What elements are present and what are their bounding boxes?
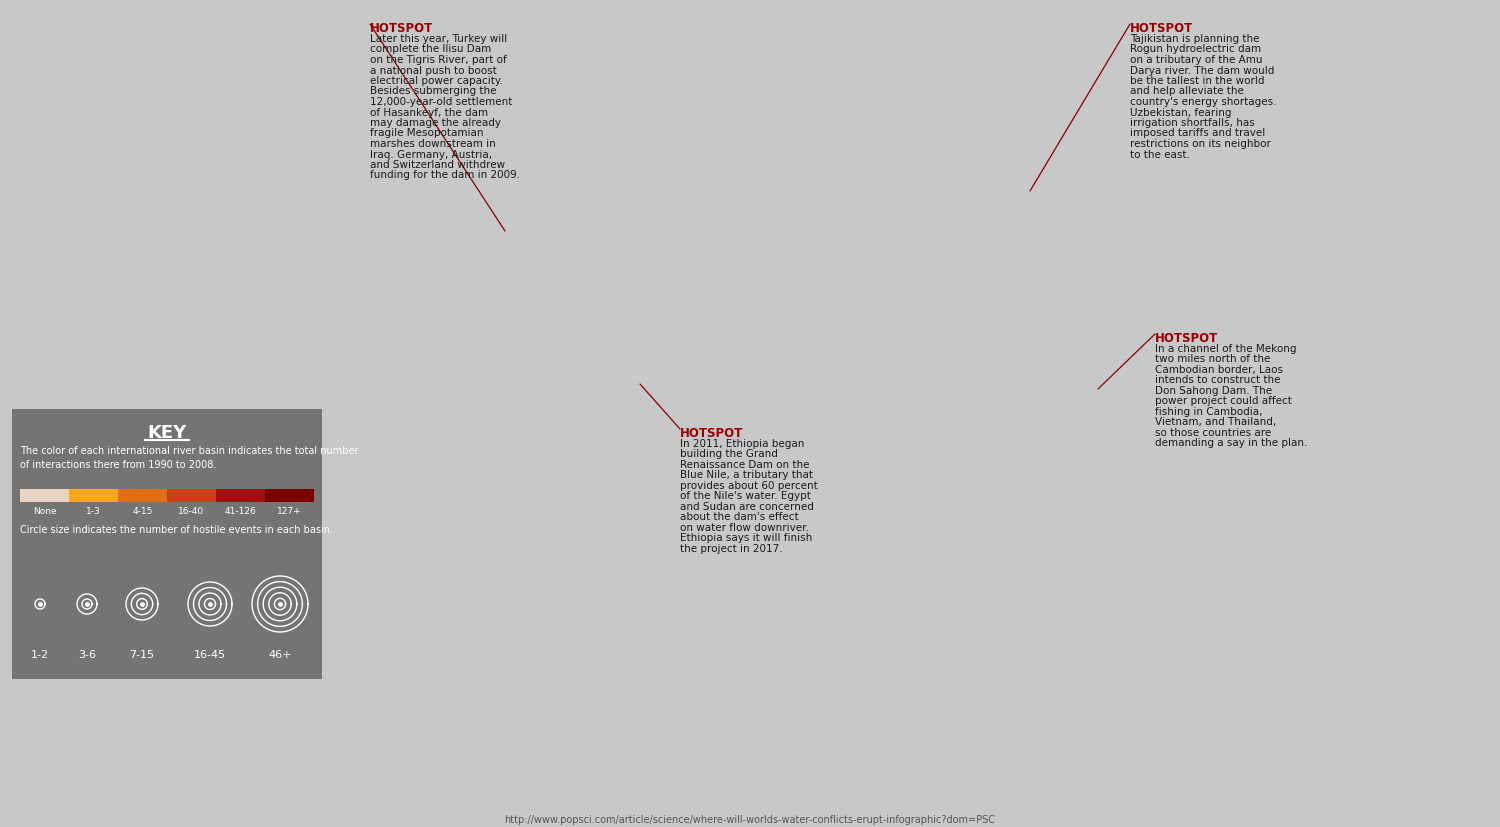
Text: of Hasankeyf, the dam: of Hasankeyf, the dam (370, 108, 488, 117)
Text: In a channel of the Mekong: In a channel of the Mekong (1155, 343, 1296, 354)
Text: complete the Ilisu Dam: complete the Ilisu Dam (370, 45, 492, 55)
Text: HOTSPOT: HOTSPOT (370, 22, 434, 35)
Text: intends to construct the: intends to construct the (1155, 375, 1281, 385)
Text: Cambodian border, Laos: Cambodian border, Laos (1155, 365, 1282, 375)
Text: 46+: 46+ (268, 649, 291, 659)
Text: on water flow downriver.: on water flow downriver. (680, 523, 808, 533)
Text: 1-2: 1-2 (32, 649, 50, 659)
Text: In 2011, Ethiopia began: In 2011, Ethiopia began (680, 438, 804, 448)
Bar (118, 490, 166, 502)
Text: funding for the dam in 2009.: funding for the dam in 2009. (370, 170, 520, 180)
Text: Rogun hydroelectric dam: Rogun hydroelectric dam (1130, 45, 1262, 55)
Text: the project in 2017.: the project in 2017. (680, 543, 783, 553)
Text: and Switzerland withdrew: and Switzerland withdrew (370, 160, 506, 170)
Text: power project could affect: power project could affect (1155, 396, 1292, 406)
Text: 7-15: 7-15 (129, 649, 154, 659)
Text: demanding a say in the plan.: demanding a say in the plan. (1155, 438, 1308, 448)
Bar (69, 490, 118, 502)
Text: http://www.popsci.com/article/science/where-will-worlds-water-conflicts-erupt-in: http://www.popsci.com/article/science/wh… (504, 814, 996, 824)
Text: Tajikistan is planning the: Tajikistan is planning the (1130, 34, 1260, 44)
Text: 16-40: 16-40 (178, 506, 204, 515)
Text: Besides submerging the: Besides submerging the (370, 86, 496, 97)
Text: Ethiopia says it will finish: Ethiopia says it will finish (680, 533, 813, 543)
Text: Blue Nile, a tributary that: Blue Nile, a tributary that (680, 470, 813, 480)
Text: and Sudan are concerned: and Sudan are concerned (680, 501, 814, 511)
Text: country's energy shortages.: country's energy shortages. (1130, 97, 1276, 107)
Bar (166, 490, 216, 502)
Text: irrigation shortfalls, has: irrigation shortfalls, has (1130, 118, 1254, 128)
Bar (266, 490, 314, 502)
Text: Later this year, Turkey will: Later this year, Turkey will (370, 34, 507, 44)
FancyBboxPatch shape (12, 409, 322, 679)
Text: be the tallest in the world: be the tallest in the world (1130, 76, 1264, 86)
Text: on the Tigris River, part of: on the Tigris River, part of (370, 55, 507, 65)
Text: provides about 60 percent: provides about 60 percent (680, 480, 818, 490)
Text: Uzbekistan, fearing: Uzbekistan, fearing (1130, 108, 1232, 117)
Text: Don Sahong Dam. The: Don Sahong Dam. The (1155, 385, 1272, 395)
Text: Circle size indicates the number of hostile events in each basin.: Circle size indicates the number of host… (20, 524, 333, 534)
Text: so those countries are: so those countries are (1155, 428, 1270, 437)
Text: The color of each international river basin indicates the total number
of intera: The color of each international river ba… (20, 446, 358, 470)
Text: marshes downstream in: marshes downstream in (370, 139, 495, 149)
Text: restrictions on its neighbor: restrictions on its neighbor (1130, 139, 1270, 149)
Text: may damage the already: may damage the already (370, 118, 501, 128)
Text: fishing in Cambodia,: fishing in Cambodia, (1155, 407, 1263, 417)
Text: and help alleviate the: and help alleviate the (1130, 86, 1244, 97)
Text: building the Grand: building the Grand (680, 449, 778, 459)
Text: Iraq. Germany, Austria,: Iraq. Germany, Austria, (370, 150, 492, 160)
Text: 4-15: 4-15 (132, 506, 153, 515)
Text: HOTSPOT: HOTSPOT (1130, 22, 1194, 35)
Text: two miles north of the: two miles north of the (1155, 354, 1270, 364)
Bar (20, 490, 69, 502)
Text: None: None (33, 506, 57, 515)
Text: 16-45: 16-45 (194, 649, 226, 659)
Text: HOTSPOT: HOTSPOT (1155, 332, 1218, 345)
Text: Vietnam, and Thailand,: Vietnam, and Thailand, (1155, 417, 1276, 427)
Text: 41-126: 41-126 (225, 506, 256, 515)
Bar (216, 490, 266, 502)
Text: HOTSPOT: HOTSPOT (680, 427, 744, 439)
Text: Darya river. The dam would: Darya river. The dam would (1130, 65, 1275, 75)
Text: to the east.: to the east. (1130, 150, 1190, 160)
Text: Renaissance Dam on the: Renaissance Dam on the (680, 460, 810, 470)
Text: 127+: 127+ (278, 506, 302, 515)
Text: imposed tariffs and travel: imposed tariffs and travel (1130, 128, 1264, 138)
Text: about the dam's effect: about the dam's effect (680, 512, 798, 522)
Text: electrical power capacity.: electrical power capacity. (370, 76, 502, 86)
Text: 3-6: 3-6 (78, 649, 96, 659)
Text: 1-3: 1-3 (86, 506, 100, 515)
Text: fragile Mesopotamian: fragile Mesopotamian (370, 128, 483, 138)
Text: of the Nile's water. Egypt: of the Nile's water. Egypt (680, 491, 812, 501)
Text: a national push to boost: a national push to boost (370, 65, 496, 75)
Text: 12,000-year-old settlement: 12,000-year-old settlement (370, 97, 513, 107)
Text: on a tributary of the Amu: on a tributary of the Amu (1130, 55, 1263, 65)
Text: KEY: KEY (147, 423, 186, 442)
